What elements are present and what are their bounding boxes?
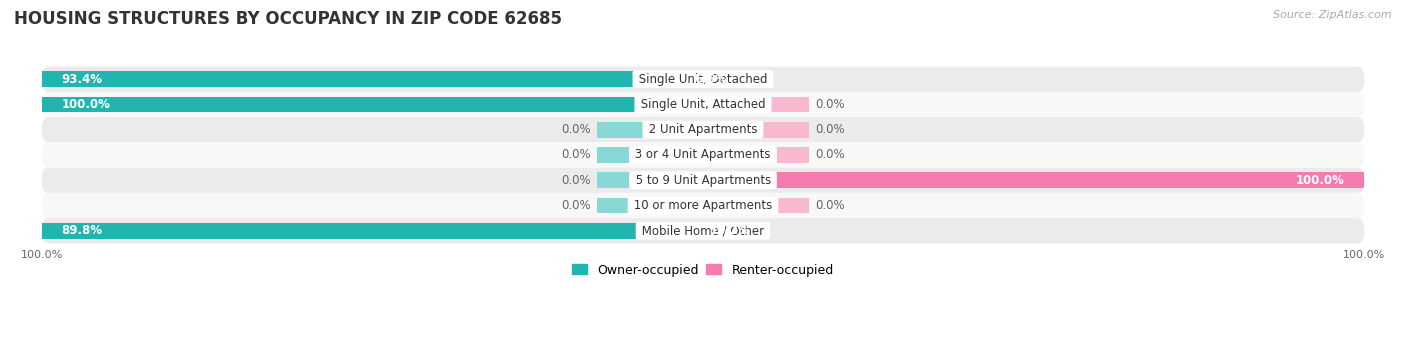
Text: 0.0%: 0.0% — [561, 123, 591, 136]
Bar — [42, 71, 659, 87]
Text: 0.0%: 0.0% — [815, 98, 845, 111]
Bar — [703, 71, 747, 87]
Bar — [703, 122, 808, 137]
Text: 0.0%: 0.0% — [561, 174, 591, 187]
Text: 10 or more Apartments: 10 or more Apartments — [630, 199, 776, 212]
FancyBboxPatch shape — [42, 92, 1364, 117]
Bar — [598, 198, 703, 213]
Text: 0.0%: 0.0% — [815, 123, 845, 136]
Text: 100.0%: 100.0% — [1296, 174, 1344, 187]
Bar — [703, 173, 1364, 188]
Text: 5 to 9 Unit Apartments: 5 to 9 Unit Apartments — [631, 174, 775, 187]
Text: 10.2%: 10.2% — [710, 224, 751, 237]
Bar — [598, 122, 703, 137]
FancyBboxPatch shape — [42, 193, 1364, 218]
FancyBboxPatch shape — [42, 142, 1364, 168]
Text: 93.4%: 93.4% — [62, 73, 103, 86]
Text: 3 or 4 Unit Apartments: 3 or 4 Unit Apartments — [631, 148, 775, 162]
FancyBboxPatch shape — [42, 168, 1364, 193]
FancyBboxPatch shape — [42, 66, 1364, 92]
Text: Source: ZipAtlas.com: Source: ZipAtlas.com — [1274, 10, 1392, 20]
Text: 0.0%: 0.0% — [815, 148, 845, 162]
Text: 89.8%: 89.8% — [62, 224, 103, 237]
Bar — [598, 173, 703, 188]
Text: 0.0%: 0.0% — [561, 199, 591, 212]
Text: 0.0%: 0.0% — [561, 148, 591, 162]
Text: HOUSING STRUCTURES BY OCCUPANCY IN ZIP CODE 62685: HOUSING STRUCTURES BY OCCUPANCY IN ZIP C… — [14, 10, 562, 28]
Text: 100.0%: 100.0% — [62, 98, 110, 111]
Legend: Owner-occupied, Renter-occupied: Owner-occupied, Renter-occupied — [568, 258, 838, 282]
Bar — [42, 223, 636, 239]
FancyBboxPatch shape — [42, 218, 1364, 243]
FancyBboxPatch shape — [42, 117, 1364, 142]
Text: Single Unit, Detached: Single Unit, Detached — [636, 73, 770, 86]
Bar — [703, 223, 770, 239]
Text: 0.0%: 0.0% — [815, 199, 845, 212]
Bar — [598, 147, 703, 163]
Bar — [703, 147, 808, 163]
Text: 6.6%: 6.6% — [695, 73, 727, 86]
Text: Mobile Home / Other: Mobile Home / Other — [638, 224, 768, 237]
Bar — [703, 97, 808, 112]
Text: Single Unit, Attached: Single Unit, Attached — [637, 98, 769, 111]
Bar — [703, 198, 808, 213]
Bar — [42, 97, 703, 112]
Text: 2 Unit Apartments: 2 Unit Apartments — [645, 123, 761, 136]
